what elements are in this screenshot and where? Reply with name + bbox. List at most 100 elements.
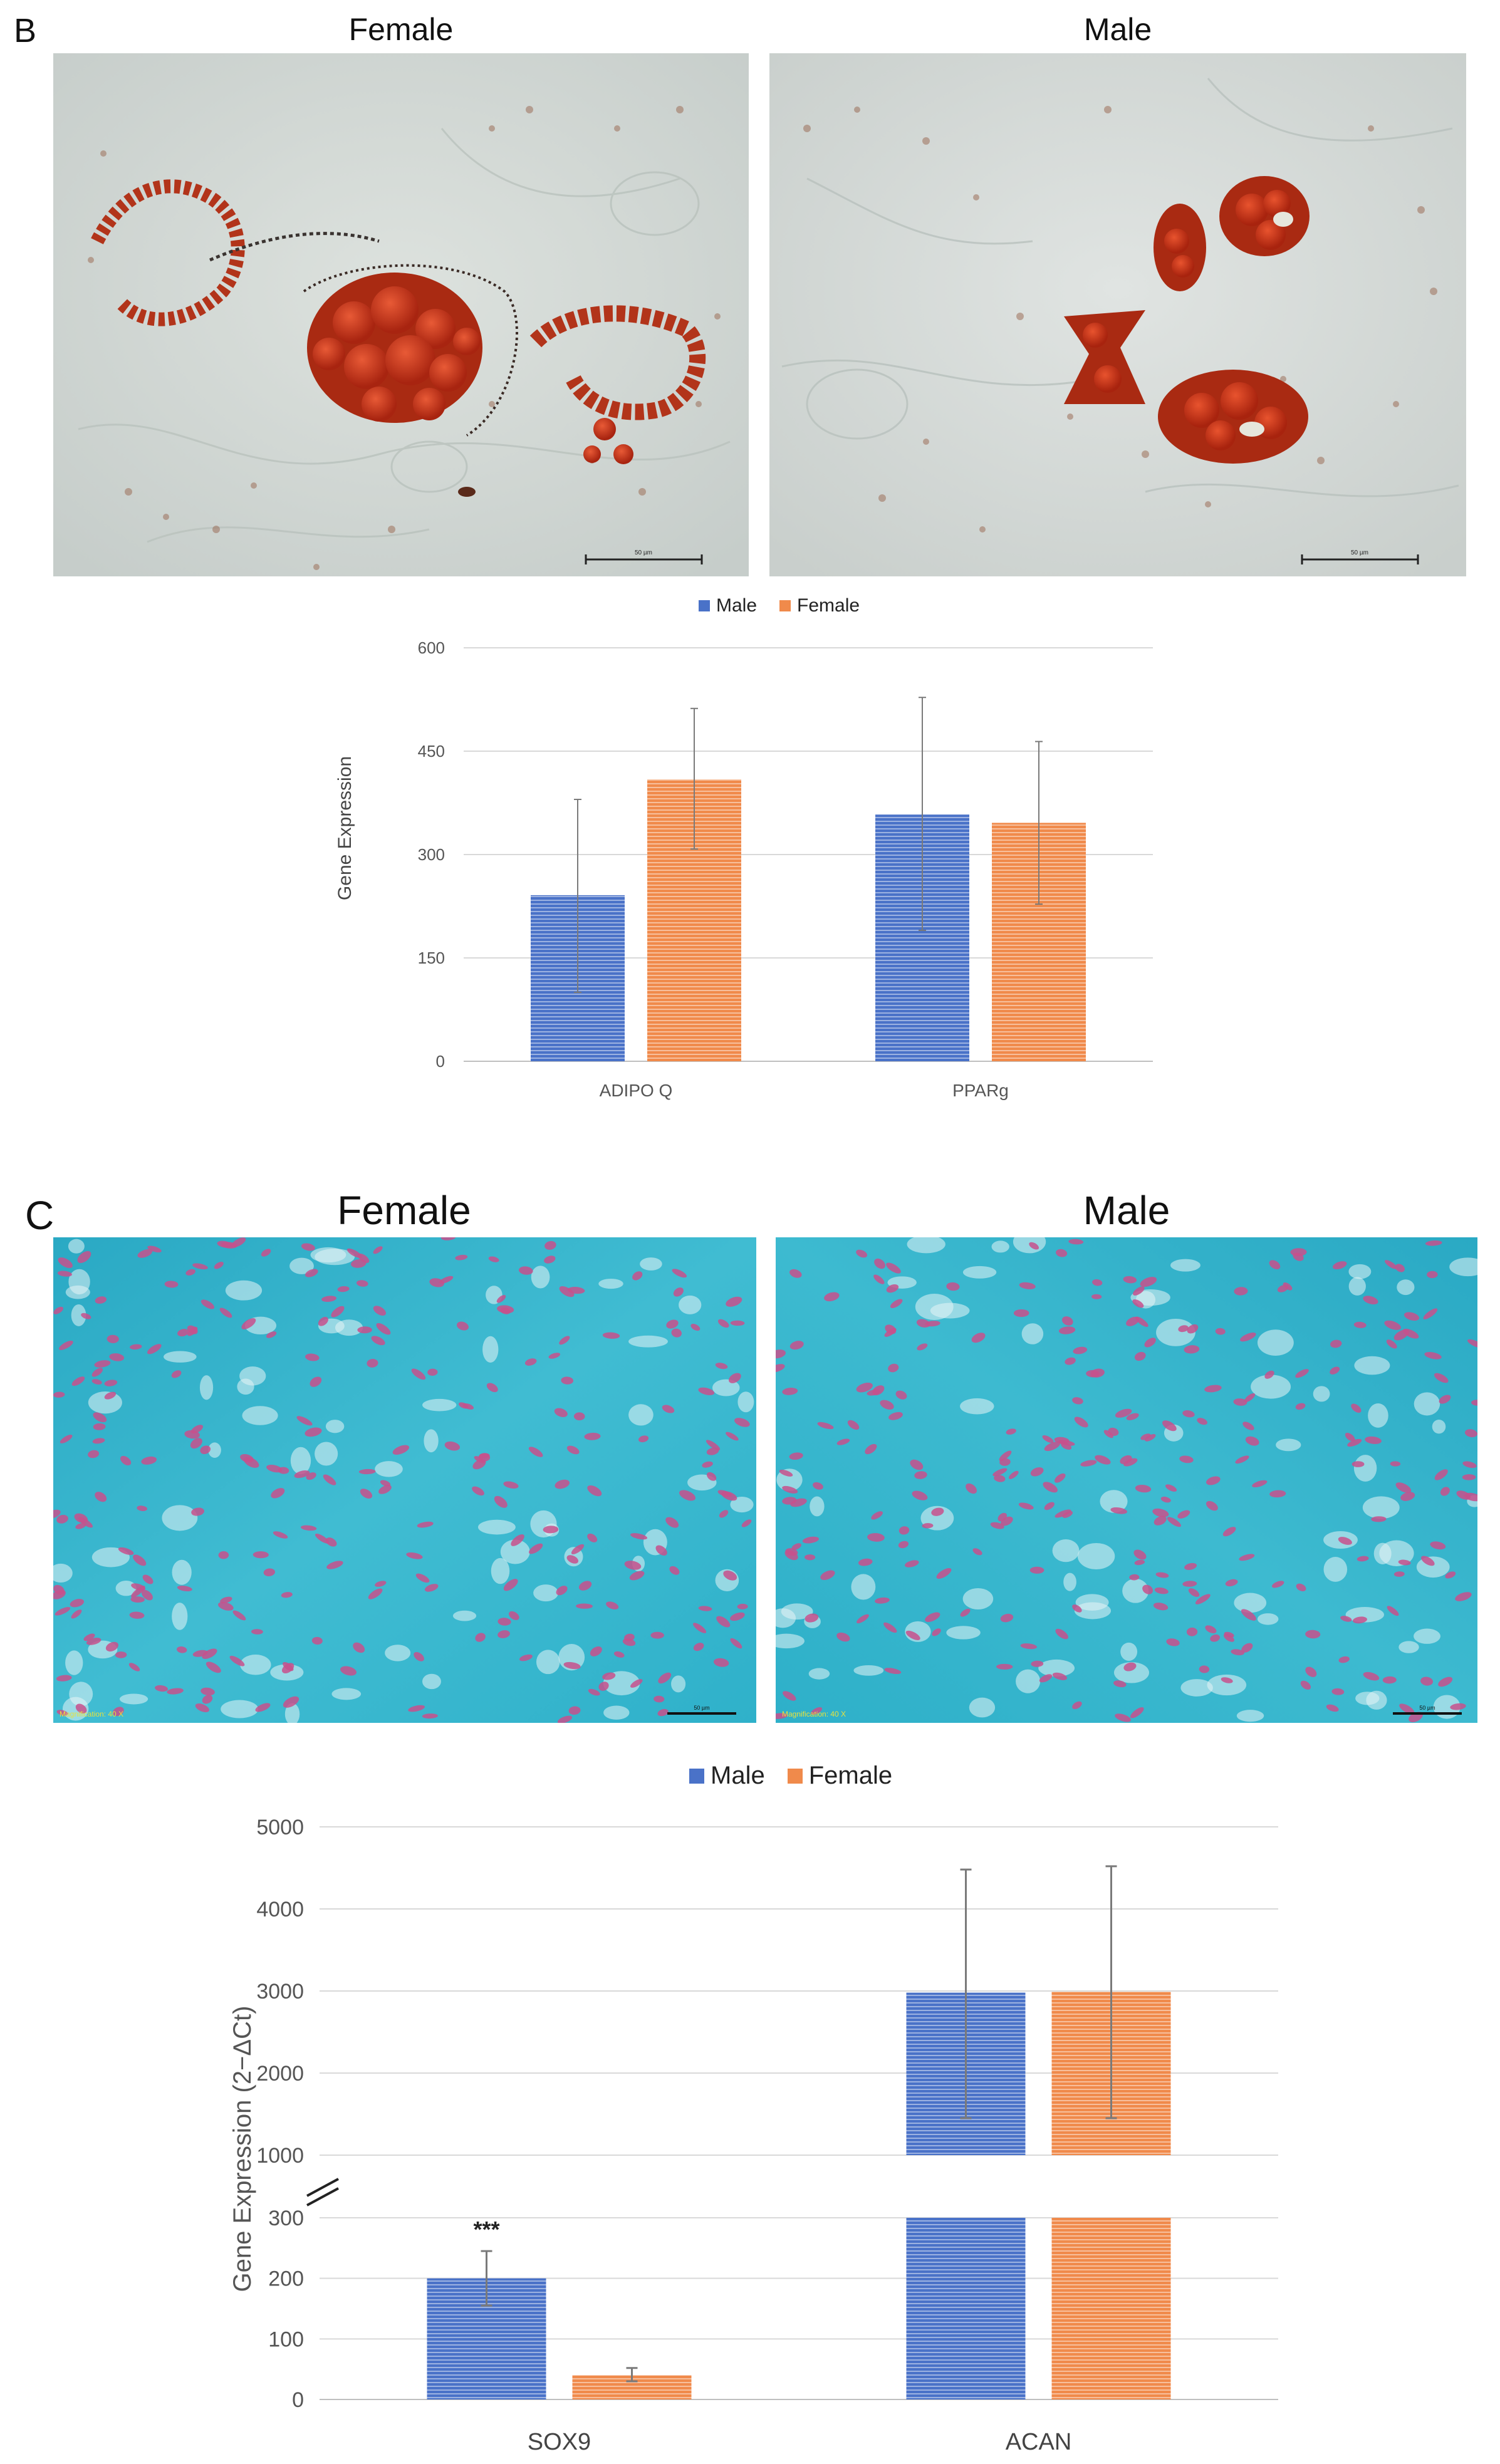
nucleus bbox=[916, 1319, 930, 1328]
nucleus bbox=[1061, 1442, 1072, 1450]
nucleus bbox=[281, 1663, 294, 1673]
nucleus bbox=[1430, 1541, 1446, 1550]
nucleus bbox=[1144, 1338, 1156, 1348]
lacuna bbox=[1038, 1659, 1075, 1677]
nucleus bbox=[622, 1638, 636, 1646]
nucleus bbox=[478, 1453, 491, 1462]
legend-swatch-male bbox=[699, 600, 710, 611]
nucleus bbox=[717, 1319, 729, 1328]
lacuna bbox=[172, 1559, 192, 1585]
lacuna bbox=[1355, 1692, 1380, 1705]
nucleus bbox=[630, 1533, 648, 1540]
y-tick-label: 4000 bbox=[256, 1898, 304, 1921]
lacuna bbox=[1120, 1642, 1138, 1661]
nucleus bbox=[1020, 1643, 1038, 1650]
nucleus bbox=[1205, 1625, 1217, 1634]
nucleus bbox=[1330, 1366, 1340, 1375]
nucleus bbox=[805, 1613, 819, 1623]
nucleus bbox=[137, 1505, 147, 1511]
nucleus bbox=[1062, 1510, 1073, 1518]
nucleus bbox=[702, 1461, 713, 1468]
lacuna bbox=[335, 1319, 363, 1336]
nucleus bbox=[321, 1296, 337, 1302]
lacuna bbox=[240, 1654, 271, 1675]
legend-entry-female-c: Female bbox=[787, 1762, 892, 1790]
lacuna bbox=[737, 1391, 754, 1413]
legend-label-male-c: Male bbox=[711, 1762, 765, 1789]
nucleus bbox=[171, 1370, 182, 1378]
nucleus bbox=[776, 1713, 788, 1719]
lacuna bbox=[242, 1406, 278, 1425]
nucleus bbox=[474, 1456, 486, 1463]
lacuna bbox=[500, 1539, 530, 1564]
lacuna bbox=[1236, 1710, 1264, 1722]
nucleus bbox=[1129, 1574, 1140, 1581]
nucleus bbox=[1206, 1476, 1221, 1485]
nucleus bbox=[128, 1663, 140, 1671]
nucleus bbox=[1332, 1261, 1347, 1270]
legend-chart-b: Male Female bbox=[699, 595, 860, 616]
nucleus bbox=[779, 1469, 793, 1477]
nucleus bbox=[1043, 1482, 1058, 1493]
nucleus bbox=[789, 1341, 804, 1350]
nucleus bbox=[1445, 1571, 1456, 1579]
lacuna bbox=[1414, 1628, 1440, 1644]
lacuna bbox=[776, 1633, 805, 1649]
legend-label-female: Female bbox=[797, 595, 860, 616]
lacuna bbox=[91, 1547, 130, 1567]
nucleus bbox=[561, 1376, 574, 1385]
nucleus bbox=[472, 1486, 484, 1496]
nucleus bbox=[392, 1445, 410, 1455]
legend-entry-female: Female bbox=[779, 595, 860, 616]
nucleus bbox=[195, 1703, 209, 1713]
nucleus bbox=[971, 1333, 986, 1343]
nucleus bbox=[408, 1705, 425, 1712]
nucleus bbox=[367, 1359, 378, 1368]
nucleus bbox=[666, 1319, 679, 1329]
nucleus bbox=[130, 1344, 142, 1350]
nucleus bbox=[1145, 1434, 1156, 1442]
nucleus bbox=[1235, 1455, 1249, 1464]
nucleus bbox=[782, 1388, 798, 1395]
nucleus bbox=[1091, 1294, 1102, 1299]
y-tick-label: 100 bbox=[268, 2327, 304, 2351]
nucleus bbox=[1123, 1276, 1137, 1284]
nucleus bbox=[305, 1353, 320, 1361]
lacuna bbox=[1323, 1557, 1348, 1582]
nucleus bbox=[960, 1608, 971, 1617]
lacuna bbox=[68, 1269, 90, 1295]
chart-c-y-axis-label: Gene Expression (2−ΔCt) bbox=[229, 2006, 256, 2292]
nucleus bbox=[255, 1703, 271, 1712]
nucleus bbox=[905, 1630, 920, 1640]
nucleus bbox=[590, 1646, 602, 1656]
nucleus bbox=[880, 1400, 894, 1410]
nucleus bbox=[305, 1427, 322, 1437]
nucleus bbox=[1455, 1592, 1472, 1601]
nucleus bbox=[782, 1485, 798, 1494]
nucleus bbox=[638, 1435, 649, 1443]
lacuna bbox=[1432, 1419, 1446, 1434]
nucleus bbox=[1110, 1507, 1127, 1514]
nucleus bbox=[1126, 1413, 1139, 1420]
lacuna bbox=[603, 1705, 630, 1720]
lacuna bbox=[1016, 1669, 1041, 1693]
nucleus bbox=[679, 1490, 696, 1501]
lacuna bbox=[1170, 1259, 1201, 1272]
nucleus bbox=[875, 1597, 890, 1604]
nucleus bbox=[118, 1547, 134, 1555]
nucleus bbox=[925, 1612, 940, 1622]
nucleus bbox=[296, 1416, 313, 1426]
nucleus bbox=[1182, 1581, 1197, 1587]
nucleus bbox=[1210, 1634, 1220, 1642]
nucleus bbox=[1241, 1609, 1256, 1621]
nucleus bbox=[999, 1450, 1012, 1462]
nucleus bbox=[1179, 1455, 1194, 1463]
nucleus bbox=[1269, 1490, 1286, 1498]
nucleus bbox=[1393, 1329, 1409, 1341]
nucleus bbox=[1245, 1436, 1259, 1446]
nucleus bbox=[323, 1474, 336, 1485]
nucleus bbox=[931, 1507, 944, 1516]
nucleus bbox=[1186, 1627, 1198, 1636]
nucleus bbox=[192, 1263, 208, 1270]
oil-red-micrograph-male: 50 µm bbox=[769, 53, 1466, 576]
